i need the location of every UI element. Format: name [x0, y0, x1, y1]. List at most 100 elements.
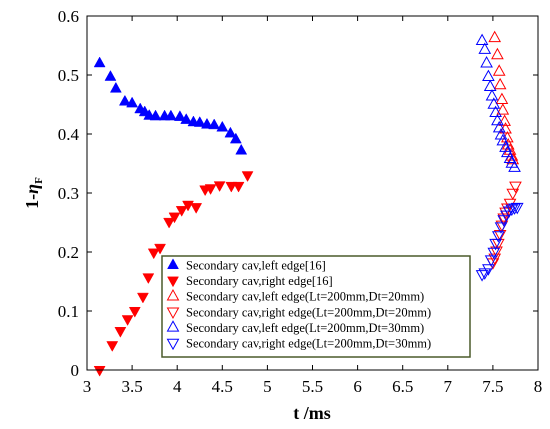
legend-label: Secondary cav,left edge(Lt=200mm,Dt=30mm…: [186, 321, 424, 335]
data-point: [147, 248, 160, 260]
data-point: [487, 97, 501, 109]
axis-ticks: 3 3.5 4 4.5 5 5.5 6 6.5 7 7.5 8 0 0.1 0.2 0.3 0.4 0.5 0.6: [58, 7, 543, 396]
data-point: [204, 184, 217, 195]
data-point: [106, 341, 119, 352]
y-tick-label: 0.1: [58, 302, 79, 321]
data-point: [193, 116, 206, 127]
data-point: [164, 109, 177, 121]
data-point: [109, 81, 122, 93]
data-point: [163, 217, 176, 229]
data-point: [500, 130, 514, 143]
data-point: [149, 109, 162, 121]
data-point: [494, 222, 508, 234]
data-point: [180, 113, 193, 124]
legend-label: Secondary cav,left edge[16]: [186, 259, 326, 273]
data-point: [496, 103, 510, 115]
data-point: [495, 92, 509, 105]
series-6: [475, 202, 524, 282]
data-point: [224, 126, 237, 138]
data-point: [190, 203, 203, 214]
data-point: [509, 181, 522, 194]
data-point: [168, 212, 181, 224]
data-point: [232, 181, 245, 193]
data-point: [93, 365, 106, 377]
data-point: [173, 110, 186, 121]
legend-marker: [166, 289, 180, 301]
data-point: [493, 77, 507, 90]
data-point: [502, 206, 516, 218]
data-point: [505, 204, 519, 217]
data-point: [483, 79, 497, 92]
data-point: [201, 117, 213, 129]
y-axis-label-symbol: η: [22, 184, 42, 194]
legend-label: Secondary cav,right edge(Lt=200mm,Dt=20m…: [186, 305, 431, 319]
x-tick-label: 7: [444, 377, 453, 396]
x-tick-label: 4.5: [212, 377, 233, 396]
data-point: [510, 202, 524, 215]
legend-marker: [166, 307, 180, 319]
y-axis-label: 1-ηF: [22, 177, 45, 209]
data-point: [93, 56, 106, 68]
y-axis-label-prefix: 1-: [22, 194, 42, 209]
series-2: [93, 171, 254, 377]
y-tick-label: 0.5: [58, 66, 79, 85]
data-point: [496, 133, 510, 146]
data-point: [104, 70, 117, 81]
legend-label: Secondary cav,right edge(Lt=200mm,Dt=30m…: [186, 337, 431, 351]
data-point: [235, 143, 248, 155]
data-point: [175, 206, 188, 217]
data-point: [491, 231, 505, 243]
data-marks: [93, 30, 524, 377]
data-point: [118, 94, 131, 106]
data-point: [491, 47, 504, 60]
y-tick-label: 0.4: [58, 125, 80, 144]
data-point: [499, 140, 512, 152]
x-tick-label: 3.5: [121, 377, 142, 396]
x-tick-label: 7.5: [482, 377, 503, 396]
data-point: [475, 33, 489, 46]
data-point: [208, 118, 221, 130]
y-tick-label: 0.6: [58, 7, 79, 26]
data-point: [229, 132, 242, 144]
svg-text:1-ηF: 1-ηF: [22, 177, 45, 209]
data-point: [128, 306, 141, 318]
data-point: [489, 105, 502, 118]
x-tick-label: 6.5: [392, 377, 413, 396]
series-5: [475, 33, 521, 172]
legend-label: Secondary cav,right edge[16]: [186, 274, 333, 288]
data-point: [506, 188, 520, 201]
series-3: [488, 30, 520, 165]
data-point: [492, 64, 506, 76]
data-point: [482, 264, 495, 276]
data-point: [121, 315, 134, 326]
data-point: [126, 96, 139, 108]
data-point: [216, 120, 229, 132]
x-tick-label: 3: [83, 377, 92, 396]
data-point: [225, 181, 238, 193]
data-point: [154, 243, 166, 255]
legend-marker: [167, 258, 179, 270]
data-point: [503, 151, 517, 164]
data-point: [142, 273, 155, 285]
legend-marker: [166, 338, 180, 351]
x-tick-label: 6: [353, 377, 362, 396]
x-tick-label: 5.5: [302, 377, 323, 396]
data-point: [508, 203, 521, 215]
y-tick-label: 0.2: [58, 243, 79, 262]
data-point: [480, 56, 493, 68]
data-point: [488, 30, 502, 43]
data-point: [114, 327, 127, 338]
series-1: [93, 56, 248, 155]
data-point: [241, 171, 254, 182]
data-point: [485, 89, 499, 101]
data-point: [213, 181, 226, 192]
legend-label: Secondary cav,left edge(Lt=200mm,Dt=20mm…: [186, 290, 424, 304]
data-point: [482, 69, 495, 82]
x-tick-label: 8: [534, 377, 543, 396]
legend-box: [161, 255, 471, 358]
y-axis-label-subscript: F: [33, 177, 45, 184]
x-tick-label: 4: [173, 377, 182, 396]
data-point: [484, 255, 498, 267]
y-tick-label: 0.3: [58, 184, 79, 203]
